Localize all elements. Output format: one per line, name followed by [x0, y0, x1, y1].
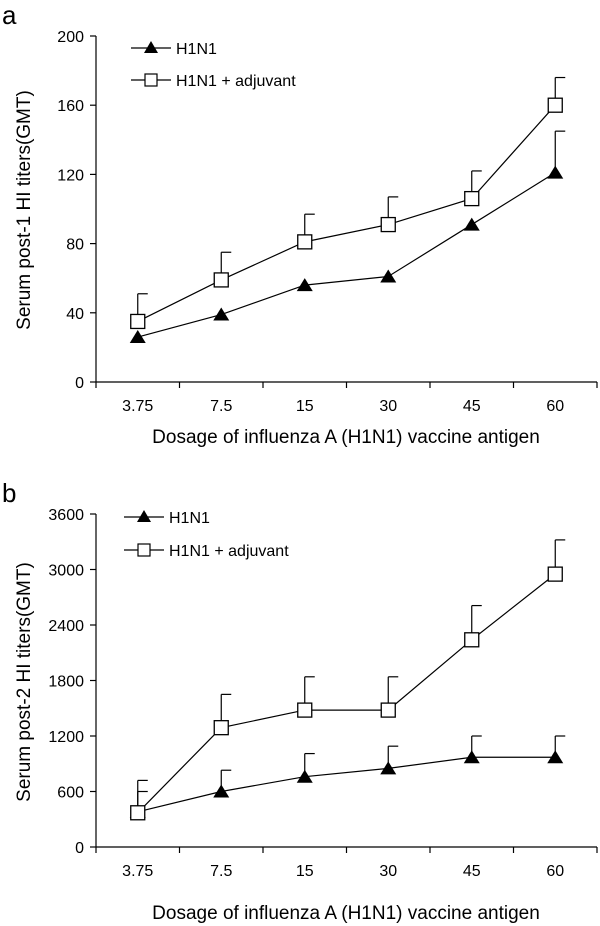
data-point-h1n1	[380, 761, 397, 775]
data-point-h1n1	[213, 784, 230, 798]
data-point-h1n1-adjuvant	[130, 313, 146, 330]
x-tick-label: 3.75	[122, 863, 153, 880]
y-tick-label: 200	[57, 29, 84, 46]
x-tick-label: 30	[379, 863, 397, 880]
data-point-h1n1-adjuvant	[464, 190, 480, 207]
data-point-h1n1-adjuvant	[213, 720, 229, 736]
legend-marker-h1n1	[137, 510, 151, 522]
data-point-h1n1-adjuvant	[130, 805, 146, 821]
data-point-h1n1-adjuvant	[297, 234, 313, 250]
data-point-h1n1	[547, 750, 564, 764]
data-point-h1n1-adjuvant	[380, 702, 396, 718]
data-point-h1n1	[129, 330, 146, 344]
x-tick-label: 60	[546, 863, 564, 880]
x-tick-label: 60	[546, 398, 564, 415]
panel-b-y-axis-title: Serum post-2 HI titers(GMT)	[14, 562, 35, 802]
legend-label-h1n1-adjuvant: H1N1 + adjuvant	[176, 73, 296, 90]
data-point-h1n1-adjuvant	[297, 702, 313, 718]
y-tick-label: 1200	[48, 729, 84, 746]
series-line-h1n1	[137, 172, 556, 338]
y-tick-label: 160	[57, 98, 84, 115]
data-point-h1n1-adjuvant	[547, 97, 563, 113]
y-tick-label: 3000	[48, 563, 84, 580]
data-point-h1n1	[463, 750, 480, 764]
y-tick-label: 80	[66, 237, 84, 254]
data-point-h1n1	[296, 769, 313, 783]
legend-label-h1n1: H1N1	[176, 41, 217, 58]
legend-label-h1n1-adjuvant: H1N1 + adjuvant	[169, 543, 289, 560]
y-tick-label: 600	[57, 785, 84, 802]
y-tick-label: 1800	[48, 674, 84, 691]
series-line-h1n1-adjuvant	[137, 573, 556, 814]
panel-a-y-axis-title: Serum post-1 HI titers(GMT)	[14, 90, 35, 330]
x-tick-label: 15	[296, 398, 314, 415]
panel-a: a Serum post-1 HI titers(GMT) Dosage of …	[2, 0, 598, 448]
panel-b-legend: H1N1 H1N1 + adjuvant	[124, 510, 289, 560]
x-tick-label: 15	[296, 863, 314, 880]
y-tick-label: 2400	[48, 618, 84, 635]
legend-marker-h1n1-adjuvant	[137, 543, 151, 557]
data-point-h1n1-adjuvant	[464, 632, 480, 648]
series-line-h1n1	[137, 756, 556, 813]
y-tick-label: 0	[75, 375, 84, 392]
panel-a-legend: H1N1 H1N1 + adjuvant	[131, 41, 296, 90]
panel-b: b Serum post-2 HI titers(GMT) Dosage of …	[2, 478, 598, 924]
x-tick-label: 7.5	[210, 863, 232, 880]
data-point-h1n1	[380, 269, 397, 283]
x-tick-label: 3.75	[122, 398, 153, 415]
y-tick-label: 120	[57, 167, 84, 184]
y-tick-label: 40	[66, 306, 84, 323]
series-line-h1n1-adjuvant	[137, 104, 556, 322]
panel-b-plot: 0 600 1200 1800 2400 3000 3600 3.75 7.5 15 30 45 60	[48, 507, 598, 880]
y-tick-label: 0	[75, 840, 84, 857]
x-tick-label: 45	[463, 863, 481, 880]
data-point-h1n1-adjuvant	[213, 272, 229, 288]
data-point-h1n1-adjuvant	[547, 566, 563, 582]
data-point-h1n1	[463, 217, 480, 231]
panel-b-x-axis-title: Dosage of influenza A (H1N1) vaccine ant…	[152, 903, 540, 924]
panel-a-label: a	[2, 0, 17, 30]
legend-label-h1n1: H1N1	[169, 510, 210, 527]
panel-a-x-axis-title: Dosage of influenza A (H1N1) vaccine ant…	[152, 427, 540, 448]
data-point-h1n1	[547, 165, 564, 179]
panel-b-label: b	[2, 478, 16, 508]
x-tick-label: 7.5	[210, 398, 232, 415]
data-point-h1n1	[213, 307, 230, 321]
x-tick-label: 30	[379, 398, 397, 415]
panel-a-plot: 0 40 80 120 160 200 3.75 7.5 15 30 45 60	[57, 29, 598, 415]
legend-marker-h1n1-adjuvant	[144, 73, 158, 87]
x-tick-label: 45	[463, 398, 481, 415]
data-point-h1n1	[296, 278, 313, 292]
data-point-h1n1-adjuvant	[380, 216, 396, 233]
legend-marker-h1n1	[144, 41, 158, 53]
y-tick-label: 3600	[48, 507, 84, 524]
